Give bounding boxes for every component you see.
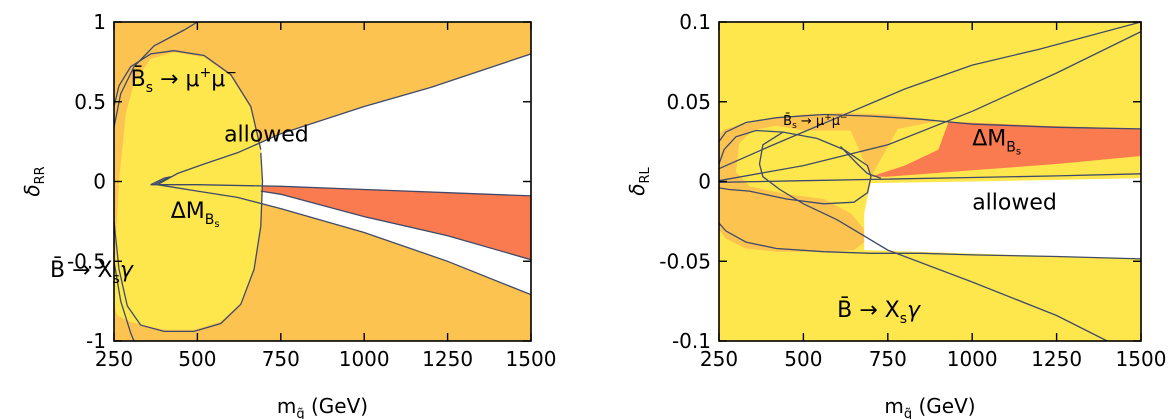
label-allowed: allowed — [224, 123, 309, 148]
label-b-xs-gamma: B̄ → Xsγ — [50, 257, 134, 287]
x-tick-label: 1500 — [1116, 347, 1167, 371]
y-tick-label: 0 — [93, 170, 106, 194]
label-bs-mumu: B̄s → μ+μ− — [783, 113, 847, 131]
region-allowed — [157, 53, 531, 295]
x-tick-label: 500 — [178, 347, 216, 371]
plot-area — [114, 22, 531, 341]
label-b-xs-gamma: B̄ → Xsγ — [837, 297, 921, 327]
x-tick-label: 1250 — [1031, 347, 1082, 371]
contour-curve-8 — [260, 190, 531, 261]
contour-curve-7 — [150, 184, 531, 197]
region-allowed — [864, 178, 1141, 259]
x-tick-label: 1250 — [422, 347, 473, 371]
contour-curve-4 — [114, 261, 135, 341]
plot-area — [719, 22, 1141, 341]
y-tick-label: 0.1 — [679, 10, 711, 34]
x-tick-label: 250 — [95, 347, 133, 371]
y-tick-label: -0.05 — [659, 249, 711, 273]
contour-curve-9 — [150, 176, 171, 186]
x-tick-label: 500 — [784, 347, 822, 371]
contour-curve-7 — [758, 131, 1108, 341]
y-tick-label: 0.05 — [666, 90, 711, 114]
contour-curve-3 — [719, 173, 1141, 183]
x-tick-label: 1000 — [947, 347, 998, 371]
x-tick-label: 250 — [700, 347, 738, 371]
y-tick-label: 0.5 — [74, 90, 106, 114]
region-bxsgamma-oval — [114, 52, 263, 330]
y-tick-label: 1 — [93, 10, 106, 34]
contour-curve-6 — [157, 184, 531, 296]
contour-curve-4 — [719, 113, 1141, 142]
x-axis-title: mq̃ (GeV) — [884, 394, 975, 419]
chart-right: 250 500 750 1000 1250 1500 0.1 0.05 0 -0.05 -0.1 mq… — [625, 10, 1166, 419]
y-tick-label: 0 — [698, 170, 711, 194]
contour-curve-1 — [114, 50, 262, 150]
label-allowed: allowed — [972, 190, 1057, 215]
chart-left: 250 500 750 1000 1250 1500 1 0.5 0 -0.5 -1 mq̃ (GeV… — [20, 10, 556, 419]
x-axis-title: mq̃ (GeV) — [277, 394, 368, 419]
x-tick-label: 750 — [262, 347, 300, 371]
contour-curve-6 — [719, 129, 872, 205]
label-delta-m: ΔMBs — [972, 127, 1021, 158]
y-tick-label: -0.5 — [67, 249, 106, 273]
contour-curve-1 — [719, 31, 1141, 182]
region-delta-m — [260, 186, 531, 260]
contour-curve-8 — [840, 145, 882, 179]
x-tick-label: 1000 — [339, 347, 390, 371]
contour-curve-3 — [114, 22, 198, 128]
contour-curve-5 — [719, 222, 1141, 260]
contour-curve-2 — [719, 22, 1141, 170]
contour-curve-2 — [114, 152, 264, 333]
y-tick-label: -0.1 — [672, 329, 711, 353]
contour-curve-5 — [157, 53, 531, 186]
y-tick-label: -1 — [86, 329, 106, 353]
region-bs-mumu — [719, 112, 939, 252]
y-axis-title: δRR — [20, 166, 48, 196]
region-delta-m — [870, 121, 1141, 177]
label-delta-m: ΔMBs — [171, 199, 220, 230]
x-tick-label: 750 — [869, 347, 907, 371]
x-tick-label: 1500 — [506, 347, 557, 371]
y-axis-title: δRL — [625, 166, 653, 195]
label-bs-mumu: B̄s → μ+μ− — [131, 65, 237, 96]
